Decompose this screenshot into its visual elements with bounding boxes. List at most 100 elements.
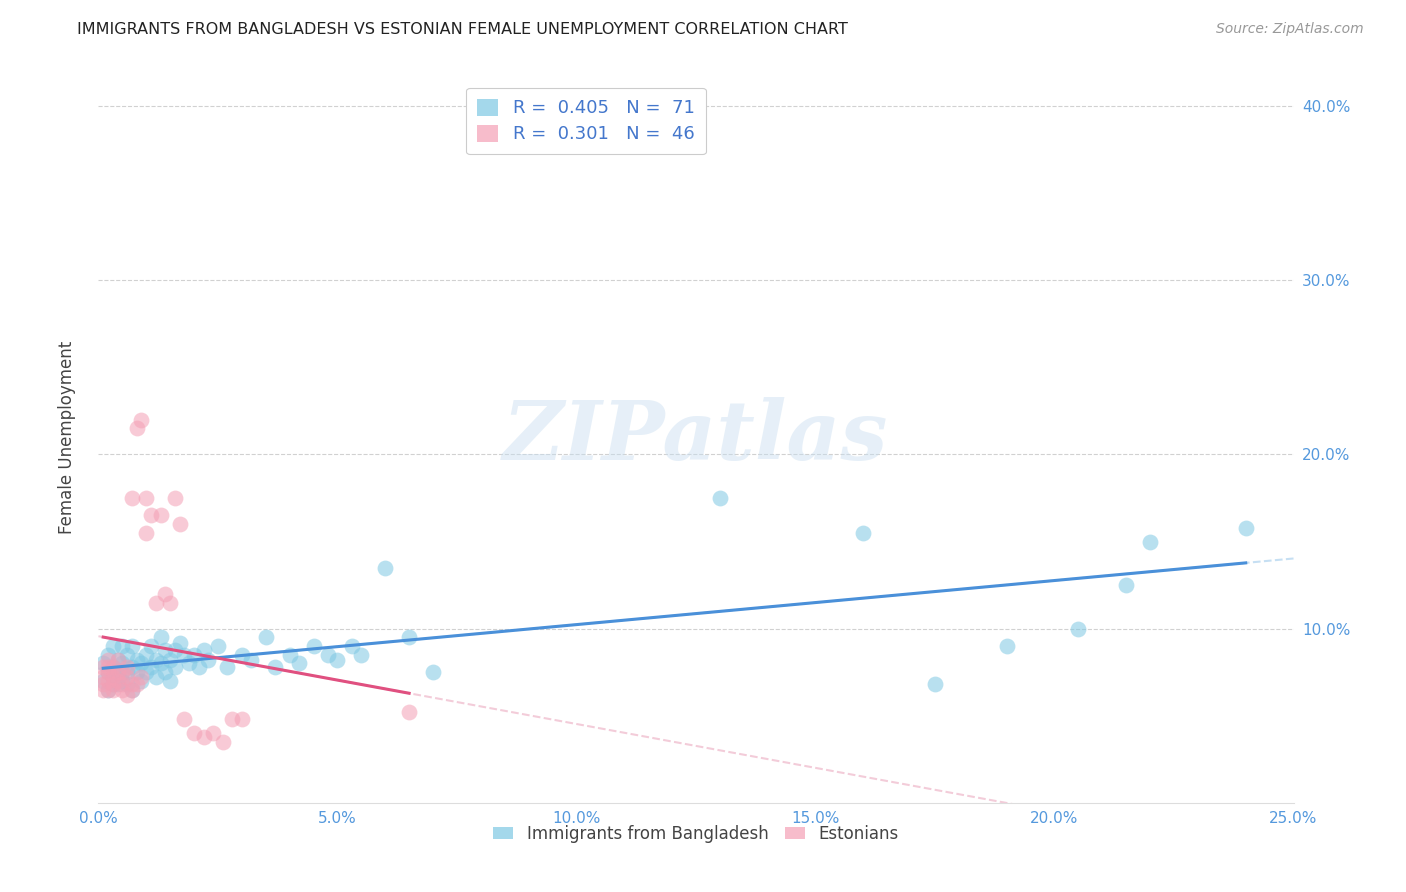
Point (97, 653, 120, 667)
Point (173, 648, 195, 662)
Point (91, 682, 114, 697)
Point (340, 639, 363, 653)
Point (97, 673, 120, 688)
Point (264, 660, 287, 674)
Point (111, 673, 134, 688)
Point (149, 508, 172, 523)
Point (101, 670, 124, 684)
Legend: Immigrants from Bangladesh, Estonians: Immigrants from Bangladesh, Estonians (486, 818, 905, 849)
Point (135, 491, 157, 505)
Point (709, 491, 731, 505)
Point (145, 670, 167, 684)
Point (135, 525, 157, 540)
Point (107, 665, 129, 680)
Point (1234, 521, 1257, 535)
Point (422, 665, 444, 680)
Point (131, 657, 153, 671)
Point (398, 705, 420, 719)
Point (121, 639, 143, 653)
Point (115, 665, 138, 680)
Point (278, 648, 301, 662)
Point (131, 412, 153, 426)
Point (111, 682, 134, 697)
Point (145, 595, 167, 609)
Point (107, 673, 129, 688)
Y-axis label: Female Unemployment: Female Unemployment (58, 341, 76, 533)
Point (183, 648, 205, 662)
Point (91, 657, 114, 671)
Point (101, 682, 124, 697)
Point (101, 639, 124, 653)
Point (115, 660, 138, 674)
Point (1139, 534, 1161, 549)
Point (221, 712, 243, 726)
Point (101, 677, 124, 691)
Point (97, 648, 120, 662)
Point (159, 673, 181, 688)
Point (149, 657, 172, 671)
Point (326, 653, 349, 667)
Point (131, 670, 153, 684)
Point (107, 653, 129, 667)
Point (101, 670, 124, 684)
Point (159, 653, 181, 667)
Point (115, 688, 138, 702)
Point (115, 677, 138, 691)
Point (107, 653, 129, 667)
Point (121, 491, 143, 505)
Point (121, 677, 143, 691)
Point (131, 673, 153, 688)
Point (115, 670, 138, 684)
Text: ZIPatlas: ZIPatlas (503, 397, 889, 477)
Point (135, 665, 157, 680)
Point (111, 665, 134, 680)
Point (207, 639, 229, 653)
Point (240, 653, 263, 667)
Point (254, 631, 277, 645)
Point (350, 648, 373, 662)
Point (125, 421, 148, 435)
Point (374, 560, 396, 574)
Point (288, 657, 311, 671)
Point (139, 639, 162, 653)
Point (231, 648, 253, 662)
Point (183, 726, 205, 740)
Point (193, 730, 215, 744)
Point (169, 635, 191, 649)
Point (924, 677, 946, 691)
Point (139, 660, 162, 674)
Point (179, 657, 201, 671)
Point (111, 657, 134, 671)
Point (121, 660, 143, 674)
Point (197, 653, 219, 667)
Point (91, 670, 114, 684)
Point (159, 595, 181, 609)
Point (163, 642, 186, 657)
Point (91, 677, 114, 691)
Point (97, 682, 120, 697)
Point (398, 631, 420, 645)
Point (97, 660, 120, 674)
Point (187, 660, 209, 674)
Point (101, 660, 124, 674)
Point (101, 660, 124, 674)
Point (111, 677, 134, 691)
Point (193, 642, 215, 657)
Point (111, 639, 134, 653)
Point (101, 677, 124, 691)
Point (211, 735, 233, 749)
Point (97, 682, 120, 697)
Point (173, 712, 195, 726)
Point (125, 653, 148, 667)
Point (231, 712, 253, 726)
Point (155, 587, 177, 601)
Point (145, 653, 167, 667)
Point (139, 508, 162, 523)
Point (995, 639, 1018, 653)
Point (1115, 578, 1137, 592)
Point (1067, 622, 1090, 636)
Point (316, 648, 339, 662)
Point (169, 517, 191, 532)
Point (125, 677, 148, 691)
Point (302, 639, 325, 653)
